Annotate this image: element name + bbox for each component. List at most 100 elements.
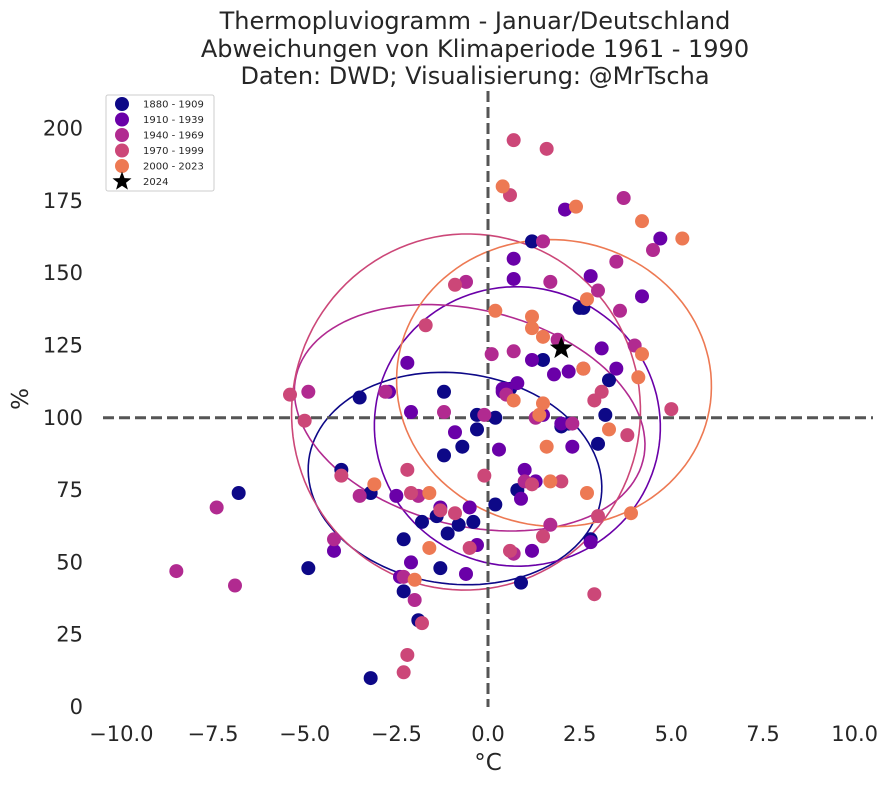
reference-lines	[103, 91, 873, 707]
series-1970-1999	[283, 133, 679, 680]
data-point	[455, 439, 470, 454]
data-point	[400, 355, 415, 370]
data-point	[539, 439, 554, 454]
ellipse-1940-1969	[293, 303, 646, 532]
data-point	[594, 341, 609, 356]
data-point	[396, 569, 411, 584]
data-point	[613, 303, 627, 318]
data-point	[231, 485, 246, 500]
data-point	[437, 405, 451, 420]
data-point	[536, 529, 550, 544]
data-point	[459, 274, 473, 289]
data-point	[554, 474, 569, 489]
y-tick-label: 200	[43, 117, 83, 141]
data-point	[415, 616, 429, 631]
data-point	[506, 271, 521, 286]
data-point	[459, 566, 473, 581]
x-tick-label: 7.5	[746, 722, 779, 746]
data-point	[616, 191, 631, 206]
data-point	[514, 575, 528, 590]
data-point	[631, 370, 646, 385]
data-point	[462, 540, 477, 555]
ellipse-1880-1909	[307, 371, 603, 586]
data-point	[169, 564, 184, 579]
legend-label: 1910 - 1939	[143, 115, 204, 126]
data-point	[352, 488, 367, 503]
data-point	[587, 587, 602, 602]
data-point	[510, 376, 525, 391]
y-tick-label: 75	[56, 478, 83, 502]
data-point	[400, 647, 415, 662]
data-point	[565, 439, 580, 454]
data-point	[448, 425, 462, 440]
data-point	[407, 592, 422, 607]
series-1910-1939	[327, 202, 668, 584]
data-point	[404, 555, 418, 570]
legend-label: 2000 - 2023	[143, 162, 204, 173]
x-tick-label: 0.0	[471, 722, 504, 746]
data-point	[448, 277, 462, 292]
data-point	[422, 485, 437, 500]
legend-marker	[115, 97, 129, 111]
data-point	[664, 402, 679, 417]
x-tick-label: −10.0	[89, 722, 153, 746]
legend-marker	[115, 128, 129, 142]
data-point	[591, 283, 605, 298]
x-tick-label: −5.0	[279, 722, 330, 746]
data-point	[620, 428, 635, 443]
data-point	[558, 202, 572, 217]
legend-label: 1880 - 1909	[143, 100, 204, 111]
x-tick-label: 5.0	[655, 722, 688, 746]
legend: 1880 - 1909 1910 - 1939 1940 - 1969 1970 - …	[105, 94, 215, 192]
data-point	[653, 231, 668, 246]
legend-label: 1970 - 1999	[143, 146, 204, 157]
data-point	[437, 384, 451, 399]
chart-title-line-3: Daten: DWD; Visualisierung: @MrTscha	[240, 62, 709, 90]
chart-title-line-2: Abweichungen von Klimaperiode 1961 - 199…	[201, 35, 749, 63]
ellipse-1910-1939	[373, 285, 662, 568]
data-point	[525, 477, 539, 492]
data-point	[536, 234, 550, 249]
x-tick-label: 2.5	[563, 722, 596, 746]
data-point	[228, 578, 242, 593]
data-point	[488, 497, 503, 512]
legend-marker	[115, 143, 129, 158]
legend-label: 1940 - 1969	[143, 131, 204, 142]
legend-box	[105, 94, 215, 192]
data-point	[609, 254, 624, 269]
data-point	[418, 318, 433, 333]
data-point	[396, 584, 411, 599]
data-point	[525, 352, 539, 367]
data-point	[396, 665, 411, 680]
data-point	[517, 462, 532, 477]
data-point	[506, 393, 521, 408]
data-point	[525, 234, 539, 249]
data-point	[569, 199, 583, 214]
data-point	[609, 361, 624, 376]
data-point	[543, 517, 558, 532]
data-point	[400, 462, 415, 477]
data-point	[451, 517, 466, 532]
data-point	[525, 321, 539, 336]
data-point	[635, 289, 649, 304]
data-point	[422, 540, 437, 555]
data-point	[547, 367, 561, 382]
data-point	[437, 448, 451, 463]
x-tick-label: 10.0	[831, 722, 878, 746]
data-point	[543, 274, 558, 289]
data-point	[209, 500, 224, 515]
data-point	[635, 214, 649, 229]
data-point	[624, 506, 638, 521]
legend-marker	[115, 112, 129, 127]
data-point	[525, 309, 539, 324]
y-axis-ticks: 0 25 50 75 100 125 150 175 200	[43, 117, 83, 719]
data-point	[525, 543, 539, 558]
legend-label: 2024	[143, 177, 168, 188]
data-point	[583, 269, 598, 284]
data-point	[506, 133, 521, 148]
x-tick-label: −2.5	[371, 722, 422, 746]
x-tick-label: −7.5	[188, 722, 239, 746]
data-point	[602, 422, 616, 437]
data-point	[506, 344, 521, 359]
